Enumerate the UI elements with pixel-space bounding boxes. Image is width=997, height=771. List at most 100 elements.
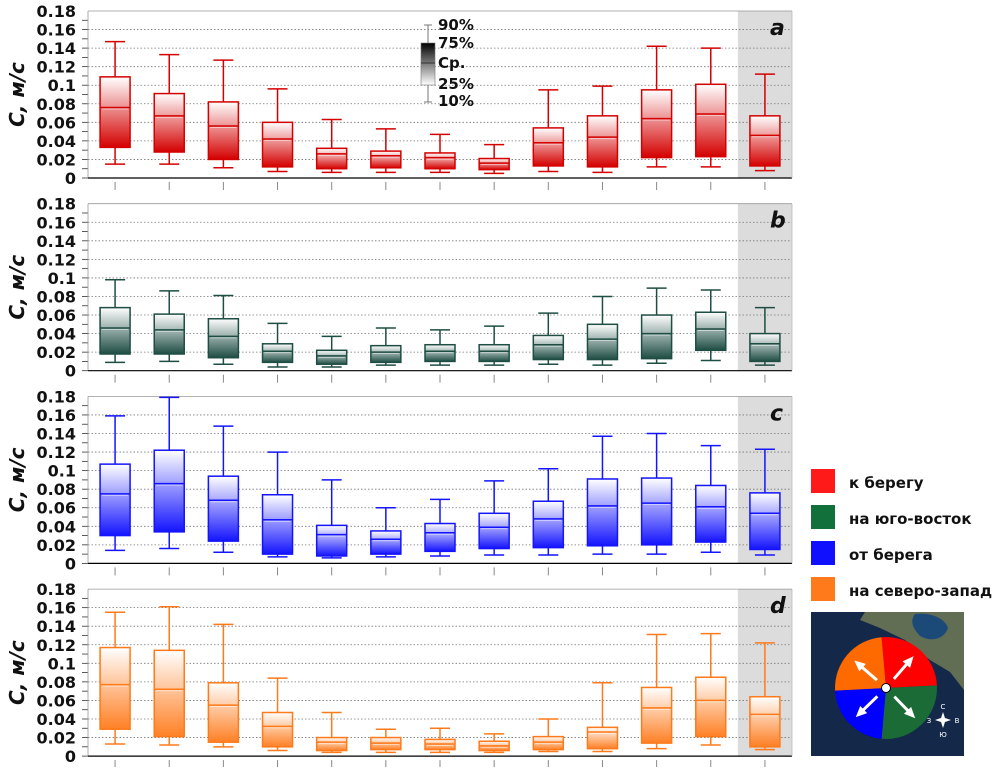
box-13 <box>749 306 781 383</box>
iqr-box <box>586 323 619 361</box>
box-5 <box>315 118 348 190</box>
y-tick-label: 0.02 <box>37 343 76 362</box>
box-3 <box>207 294 240 383</box>
y-tick-label: 0 <box>65 169 76 188</box>
panel-label: c <box>770 401 783 426</box>
box-8 <box>478 325 510 383</box>
iqr-box <box>153 649 185 738</box>
y-tick-label: 0.16 <box>37 406 76 425</box>
iqr-box <box>640 477 673 546</box>
box-12 <box>695 632 727 769</box>
box-7 <box>424 133 456 190</box>
compass-s: Ю <box>939 731 947 739</box>
compass-e: В <box>955 717 960 725</box>
y-tick-label: 0.1 <box>48 654 76 673</box>
y-tick-label: 0 <box>65 362 76 381</box>
y-tick-label: 0.18 <box>37 387 76 406</box>
box-2 <box>153 396 185 576</box>
box-9 <box>532 312 565 383</box>
panel-label: a <box>770 16 785 41</box>
iqr-box <box>749 115 781 167</box>
box-12 <box>695 444 727 576</box>
y-tick-label: 0.06 <box>37 113 76 132</box>
box-key-p90: 90% <box>438 16 474 34</box>
iqr-box <box>695 484 727 543</box>
box-1 <box>99 611 131 769</box>
iqr-box <box>586 115 619 168</box>
box-8 <box>478 143 510 190</box>
iqr-box <box>695 83 727 158</box>
y-tick-label: 0 <box>65 554 76 573</box>
iqr-box <box>207 101 240 161</box>
iqr-box <box>532 127 565 167</box>
y-tick-label: 0.12 <box>37 250 76 269</box>
iqr-box <box>478 157 510 171</box>
box-6 <box>370 506 402 576</box>
box-10 <box>586 85 619 190</box>
box-8 <box>478 733 510 769</box>
iqr-box <box>261 121 294 168</box>
box-9 <box>532 718 565 769</box>
y-tick-label: 0.12 <box>37 443 76 462</box>
box-6 <box>370 327 402 383</box>
panel-label: b <box>770 209 786 234</box>
legend-swatch-2 <box>811 541 835 565</box>
iqr-box <box>153 449 185 533</box>
box-3 <box>207 59 240 190</box>
iqr-box <box>424 152 456 170</box>
y-tick-label: 0.16 <box>37 213 76 232</box>
iqr-box <box>749 695 781 748</box>
iqr-box <box>532 735 565 751</box>
y-tick-label: 0 <box>65 747 76 766</box>
y-tick-label: 0.06 <box>37 499 76 518</box>
y-tick-label: 0.16 <box>37 599 76 618</box>
y-tick-label: 0.02 <box>37 729 76 748</box>
y-tick-label: 0.04 <box>37 132 76 151</box>
box-10 <box>586 295 619 383</box>
iqr-box <box>99 306 131 355</box>
box-2 <box>153 290 185 383</box>
y-axis-label: C, м/с <box>5 255 29 320</box>
box-7 <box>424 498 456 576</box>
y-tick-label: 0.04 <box>37 325 76 344</box>
box-key-p10: 10% <box>438 92 474 110</box>
iqr-box <box>695 676 727 738</box>
box-1 <box>99 40 131 190</box>
legend-swatch-0 <box>811 469 835 493</box>
y-tick-label: 0.1 <box>48 76 76 95</box>
iqr-box <box>586 726 619 750</box>
box-10 <box>586 435 619 576</box>
legend-label-3: на северо-запад <box>849 582 992 600</box>
legend: к берегу на юго-восток от берега на севе… <box>811 469 992 601</box>
legend-swatch-1 <box>811 505 835 529</box>
iqr-box <box>586 478 619 547</box>
panel-b: 00.020.040.060.080.10.120.140.160.18 C, м… <box>5 195 793 383</box>
box-9 <box>532 468 565 576</box>
box-9 <box>532 89 565 190</box>
iqr-box <box>315 524 348 557</box>
y-tick-label: 0.12 <box>37 58 76 77</box>
y-tick-label: 0.14 <box>37 425 76 444</box>
iqr-box <box>532 334 565 361</box>
y-axis-label: C, м/с <box>5 640 29 705</box>
iqr-box <box>370 150 402 169</box>
box-3 <box>207 623 240 769</box>
box-12 <box>695 47 727 190</box>
y-axis-label: C, м/с <box>5 62 29 127</box>
box-6 <box>370 728 402 769</box>
legend-label-2: от берега <box>849 546 933 564</box>
box-5 <box>315 711 348 769</box>
legend-swatch-3 <box>811 577 835 601</box>
y-tick-label: 0.04 <box>37 710 76 729</box>
y-tick-label: 0.14 <box>37 617 76 636</box>
box-7 <box>424 329 456 383</box>
box-4 <box>261 451 294 576</box>
iqr-box <box>207 475 240 542</box>
iqr-box <box>640 314 673 360</box>
y-tick-label: 0.12 <box>37 636 76 655</box>
box-key-q25: 25% <box>438 75 474 93</box>
iqr-box <box>153 313 185 355</box>
box-key-median: Ср. <box>438 54 465 72</box>
compass-n: С <box>941 703 946 711</box>
